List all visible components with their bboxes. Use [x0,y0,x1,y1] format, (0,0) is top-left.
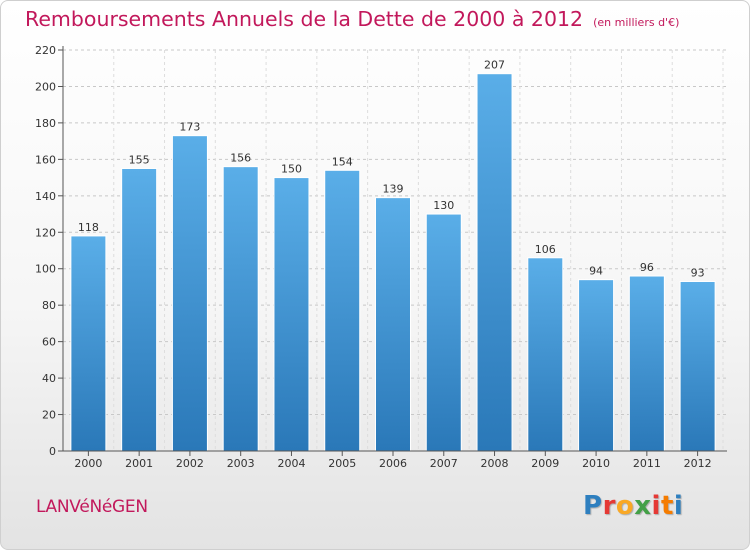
bar [679,280,716,452]
x-tick-label: 2012 [684,457,712,470]
logo-letter: i [651,491,661,521]
logo-letter: r [602,491,616,521]
bar-value-label: 139 [383,183,404,196]
bar [375,197,411,452]
logo-letter: P [583,491,603,521]
y-tick-label: 40 [42,372,56,385]
bar [578,279,615,452]
x-tick-label: 2011 [633,457,661,470]
bar-value-label: 118 [78,221,99,234]
x-tick-label: 2004 [277,457,305,470]
y-tick-label: 180 [35,117,56,130]
x-tick-label: 2009 [531,457,559,470]
y-tick-label: 60 [42,336,56,349]
y-tick-label: 80 [42,299,56,312]
bar-value-label: 93 [691,266,705,279]
bar [628,275,665,452]
bar [222,166,259,452]
y-tick-label: 100 [35,263,56,276]
axes: 0 20 40 60 80 100 120 140 160 180 200 220 2000 2001 20… [35,44,727,470]
y-tick-label: 160 [35,153,56,166]
y-tick-label: 20 [42,409,56,422]
bar [476,73,513,452]
logo-letter: t [660,491,674,521]
y-tick-label: 140 [35,190,56,203]
bar-value-label: 94 [589,265,603,278]
bar-value-label: 154 [332,155,353,168]
x-tick-label: 2008 [481,457,509,470]
x-tick-label: 2006 [379,457,407,470]
y-tick-label: 0 [49,445,56,458]
bar [527,257,564,452]
y-tick-label: 220 [35,44,56,57]
bar [171,135,208,452]
chart-title: Remboursements Annuels de la Dette de 20… [25,7,679,31]
bar-value-label: 173 [179,121,200,134]
commune-name: LANVéNéGEN [36,497,148,517]
proxiti-logo: Proxiti [583,491,683,521]
chart-subtitle: (en milliers d'€) [593,16,680,29]
x-tick-label: 2001 [125,457,153,470]
bar-value-label: 106 [535,243,556,256]
bar-value-label: 96 [640,261,654,274]
bar-value-label: 156 [230,152,251,165]
bar-value-label: 130 [433,199,454,212]
x-tick-label: 2002 [176,457,204,470]
bar-value-label: 155 [129,153,150,166]
bar [273,177,310,452]
x-tick-label: 2007 [430,457,458,470]
y-tick-label: 200 [35,80,56,93]
x-tick-label: 2003 [227,457,255,470]
logo-letter: x [634,491,652,521]
bar [121,167,158,452]
bar [70,235,107,452]
chart-title-text: Remboursements Annuels de la Dette de 20… [25,7,584,31]
x-tick-label: 2000 [74,457,102,470]
bar-value-label: 207 [484,59,505,72]
x-tick-label: 2005 [328,457,356,470]
bars: 118 155 173 156 150 154 139 130 207 106 94 96 93 [70,59,716,452]
bar [324,169,361,452]
bar-value-label: 150 [281,163,302,176]
x-tick-label: 2010 [582,457,610,470]
logo-letter: i [673,491,684,521]
bar [425,213,462,452]
y-tick-label: 120 [35,226,56,239]
logo-letter: o [615,491,635,521]
